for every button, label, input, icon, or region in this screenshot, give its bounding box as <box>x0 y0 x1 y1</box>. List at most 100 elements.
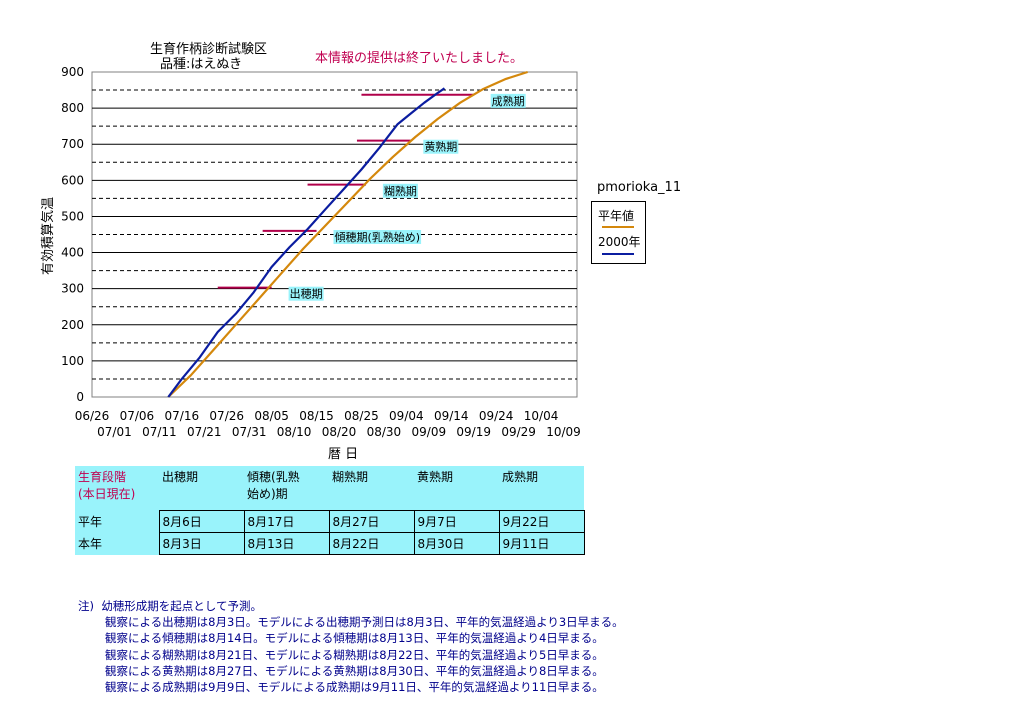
note-line: 観察による糊熟期は8月21日、モデルによる糊熟期は8月22日、平年的気温経過より… <box>78 647 624 663</box>
x-tick-label: 07/06 <box>120 409 155 423</box>
x-tick-label: 10/09 <box>546 425 581 439</box>
legend-label-normal: 平年値 <box>598 209 635 223</box>
note-text: 観察による成熟期は9月9日、モデルによる成熟期は9月11日、平年的気温経過より1… <box>105 680 604 695</box>
x-tick-label: 09/29 <box>501 425 536 439</box>
stage-col-header: 傾穂(乳熟始め)期 <box>244 466 329 511</box>
grid <box>92 89 577 380</box>
legend-swatch-normal <box>602 226 634 228</box>
x-tick-label: 09/19 <box>456 425 491 439</box>
note-line: 観察による傾穂期は8月14日。モデルによる傾穂期は8月13日、平年的気温経過より… <box>78 630 624 646</box>
note-line: 観察による黄熟期は8月27日、モデルによる黄熟期は8月30日、平年的気温経過より… <box>78 663 624 679</box>
stage-date-cell: 8月30日 <box>413 532 500 555</box>
x-tick-label: 08/25 <box>344 409 379 423</box>
legend-label-2000: 2000年 <box>598 235 641 249</box>
stage-col-line1: 成熟期 <box>502 470 539 484</box>
row-label: 平年 <box>75 510 159 533</box>
stage-date-cell: 8月13日 <box>243 532 330 555</box>
x-tick-label: 06/26 <box>75 409 110 423</box>
y-tick-label: 900 <box>61 65 84 79</box>
stage-corner-cell: 生育段階 (本日現在) <box>75 466 159 511</box>
stage-col-line2: 始め)期 <box>247 487 288 501</box>
note-text: 観察による黄熟期は8月27日、モデルによる黄熟期は8月30日、平年的気温経過より… <box>105 663 604 678</box>
x-tick-label: 09/14 <box>434 409 469 423</box>
series-line-normal <box>167 70 528 398</box>
stage-date-cell: 8月17日 <box>243 510 330 533</box>
service-ended-notice: 本情報の提供は終了いたしました。 <box>315 51 524 66</box>
x-tick-label: 09/24 <box>479 409 514 423</box>
x-tick-label: 07/11 <box>142 425 177 439</box>
x-tick-label: 09/09 <box>412 425 447 439</box>
stage-date-cell: 8月3日 <box>158 532 245 555</box>
stage-marker-text: 糊熟期 <box>384 184 417 198</box>
legend-swatch-2000 <box>602 253 634 255</box>
stage-date-cell: 8月22日 <box>328 532 415 555</box>
growth-stage-table: 生育段階 (本日現在) 出穂期 傾穂(乳熟始め)期 糊熟期 黄熟期 成熟期 平年… <box>75 466 585 555</box>
notes-block: 注) 幼穂形成期を起点として予測。 観察による出穂期は8月3日。モデルによる出穂… <box>78 598 624 695</box>
note-line: 注) 幼穂形成期を起点として予測。 <box>78 598 624 614</box>
station-label: pmorioka_11 <box>597 180 682 195</box>
x-tick-label: 08/10 <box>277 425 312 439</box>
y-tick-label: 700 <box>61 137 84 151</box>
stage-date-cell: 8月6日 <box>158 510 245 533</box>
y-tick-label: 200 <box>61 318 84 332</box>
x-tick-label: 07/31 <box>232 425 267 439</box>
stage-marker-label: 傾穂期(乳熟始め) <box>333 230 422 244</box>
note-line: 観察による成熟期は9月9日、モデルによる成熟期は9月11日、平年的気温経過より1… <box>78 679 624 695</box>
stage-corner-line1: 生育段階 <box>78 470 127 484</box>
y-tick-label: 300 <box>61 282 84 296</box>
x-tick-label: 07/26 <box>209 409 244 423</box>
stage-col-header: 出穂期 <box>159 466 244 511</box>
stage-date-cell: 8月27日 <box>328 510 415 533</box>
x-tick-label: 08/30 <box>367 425 402 439</box>
stage-date-cell: 9月7日 <box>413 510 500 533</box>
stage-col-header: 黄熟期 <box>414 466 499 511</box>
x-tick-label: 08/15 <box>299 409 334 423</box>
stage-marker-text: 出穂期 <box>290 287 323 301</box>
stage-marker-bg <box>382 183 418 198</box>
x-tick-label: 07/16 <box>165 409 200 423</box>
y-tick-label: 500 <box>61 209 84 223</box>
note-line: 観察による出穂期は8月3日。モデルによる出穂期予測日は8月3日、平年的気温経過よ… <box>78 614 624 630</box>
stage-marker-bg <box>490 93 526 108</box>
x-tick-label: 10/04 <box>524 409 559 423</box>
x-tick-label: 07/01 <box>97 425 132 439</box>
stage-corner-line2: (本日現在) <box>78 487 136 501</box>
y-tick-label: 400 <box>61 246 84 260</box>
note-prefix: 注) <box>78 599 94 613</box>
y-tick-label: 100 <box>61 354 84 368</box>
y-tick-labels: 0 100 200 300 400 500 600 700 800 900 <box>61 65 84 404</box>
stage-marker-bg <box>333 230 422 244</box>
note-text: 観察による傾穂期は8月14日。モデルによる傾穂期は8月13日、平年的気温経過より… <box>105 631 604 646</box>
stage-col-header: 成熟期 <box>499 466 584 511</box>
series-line-2000 <box>167 87 446 398</box>
chart-title-line1: 生育作柄診断試験区 <box>150 42 268 57</box>
stage-col-line1: 出穂期 <box>162 470 199 484</box>
y-tick-label: 600 <box>61 173 84 187</box>
y-tick-label: 800 <box>61 101 84 115</box>
stage-marker-text: 黄熟期 <box>424 140 457 154</box>
stage-markers: 出穂期 傾穂期(乳熟始め) 糊熟期 黄熟期 成熟期 <box>217 93 526 301</box>
stage-marker-bg <box>423 139 459 154</box>
y-axis-label: 有効積算気温 <box>40 197 56 275</box>
y-tick-label: 0 <box>76 390 84 404</box>
stage-col-header: 糊熟期 <box>329 466 414 511</box>
x-tick-labels: 06/26 07/06 07/16 07/26 08/05 08/15 08/25 09/04… <box>75 409 581 439</box>
x-tick-label: 08/05 <box>254 409 289 423</box>
stage-marker-bg <box>288 286 324 301</box>
chart-title-line2: 品種:はえぬき <box>160 57 243 72</box>
x-axis-label: 暦 日 <box>328 447 358 462</box>
stage-marker-text: 成熟期 <box>492 94 525 108</box>
note-text: 観察による出穂期は8月3日。モデルによる出穂期予測日は8月3日、平年的気温経過よ… <box>105 615 624 630</box>
stage-marker-label: 黄熟期 <box>423 139 459 154</box>
legend: 平年値 2000年 <box>591 201 646 264</box>
row-label: 本年 <box>75 532 159 555</box>
stage-row-normal: 平年 8月6日 8月17日 8月27日 9月7日 9月22日 <box>75 510 585 533</box>
stage-marker-label: 成熟期 <box>490 93 526 108</box>
stage-col-line1: 傾穂(乳熟 <box>247 470 300 484</box>
stage-marker-label: 糊熟期 <box>382 183 418 198</box>
x-tick-label: 08/20 <box>322 425 357 439</box>
x-tick-label: 07/21 <box>187 425 222 439</box>
stage-col-line1: 黄熟期 <box>417 470 454 484</box>
series-lines <box>167 70 528 398</box>
